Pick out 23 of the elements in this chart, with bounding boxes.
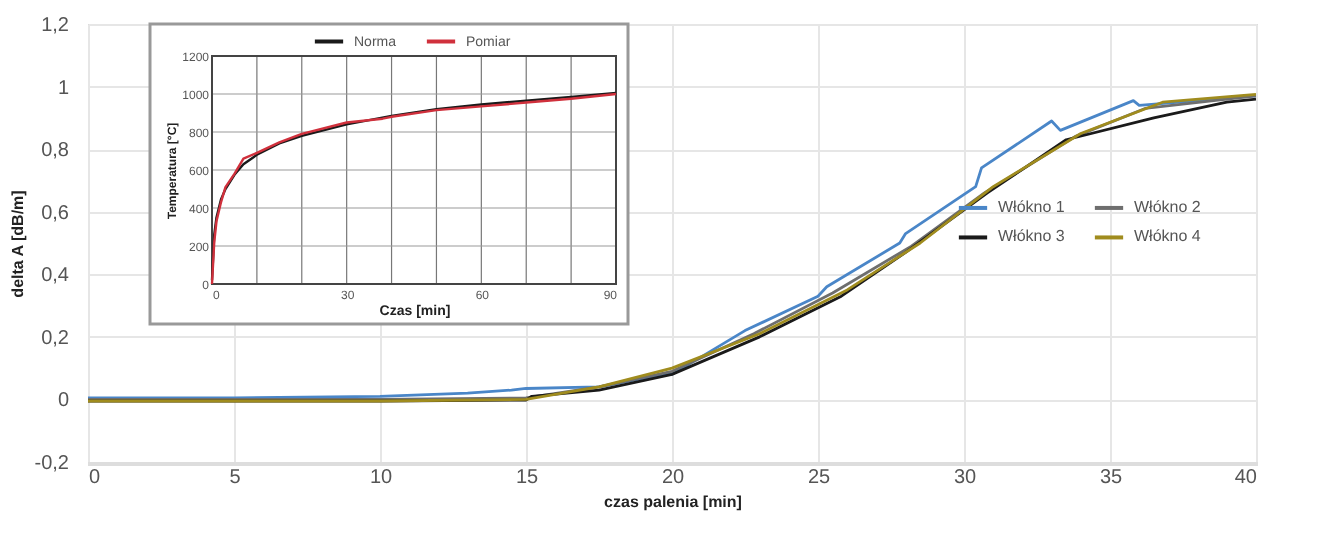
y-tick-label: 0,6	[41, 202, 70, 225]
x-tick-label: 35	[1099, 467, 1123, 489]
y-tick-label: 1	[57, 77, 70, 100]
x-tick-label: 0	[89, 467, 101, 489]
y-tick-label: 0,8	[41, 140, 70, 163]
y-tick-label: 0,2	[41, 327, 70, 350]
x-tick-label: 10	[369, 467, 393, 489]
x-tick-label: 15	[515, 467, 539, 489]
x-tick-label: 5	[229, 467, 242, 489]
x-tick-label: 25	[807, 467, 831, 489]
legend-label: Włókno 2	[1134, 197, 1202, 216]
y-tick-label: 1,2	[41, 15, 70, 37]
legend-label: Włókno 1	[998, 197, 1066, 216]
x-tick-label: 20	[661, 467, 685, 489]
x-tick-label: 40	[1234, 467, 1258, 489]
x-axis-title: czas palenia [min]	[604, 493, 743, 511]
x-tick-label: 30	[953, 467, 977, 489]
legend-label: Włókno 4	[1134, 227, 1202, 246]
y-axis-title: delta A [dB/m]	[8, 189, 27, 298]
legend-label: Włókno 3	[998, 227, 1066, 246]
y-tick-label: 0	[57, 390, 70, 413]
y-tick-label: 0,4	[41, 265, 70, 288]
y-tick-label: -0,2	[34, 453, 70, 475]
